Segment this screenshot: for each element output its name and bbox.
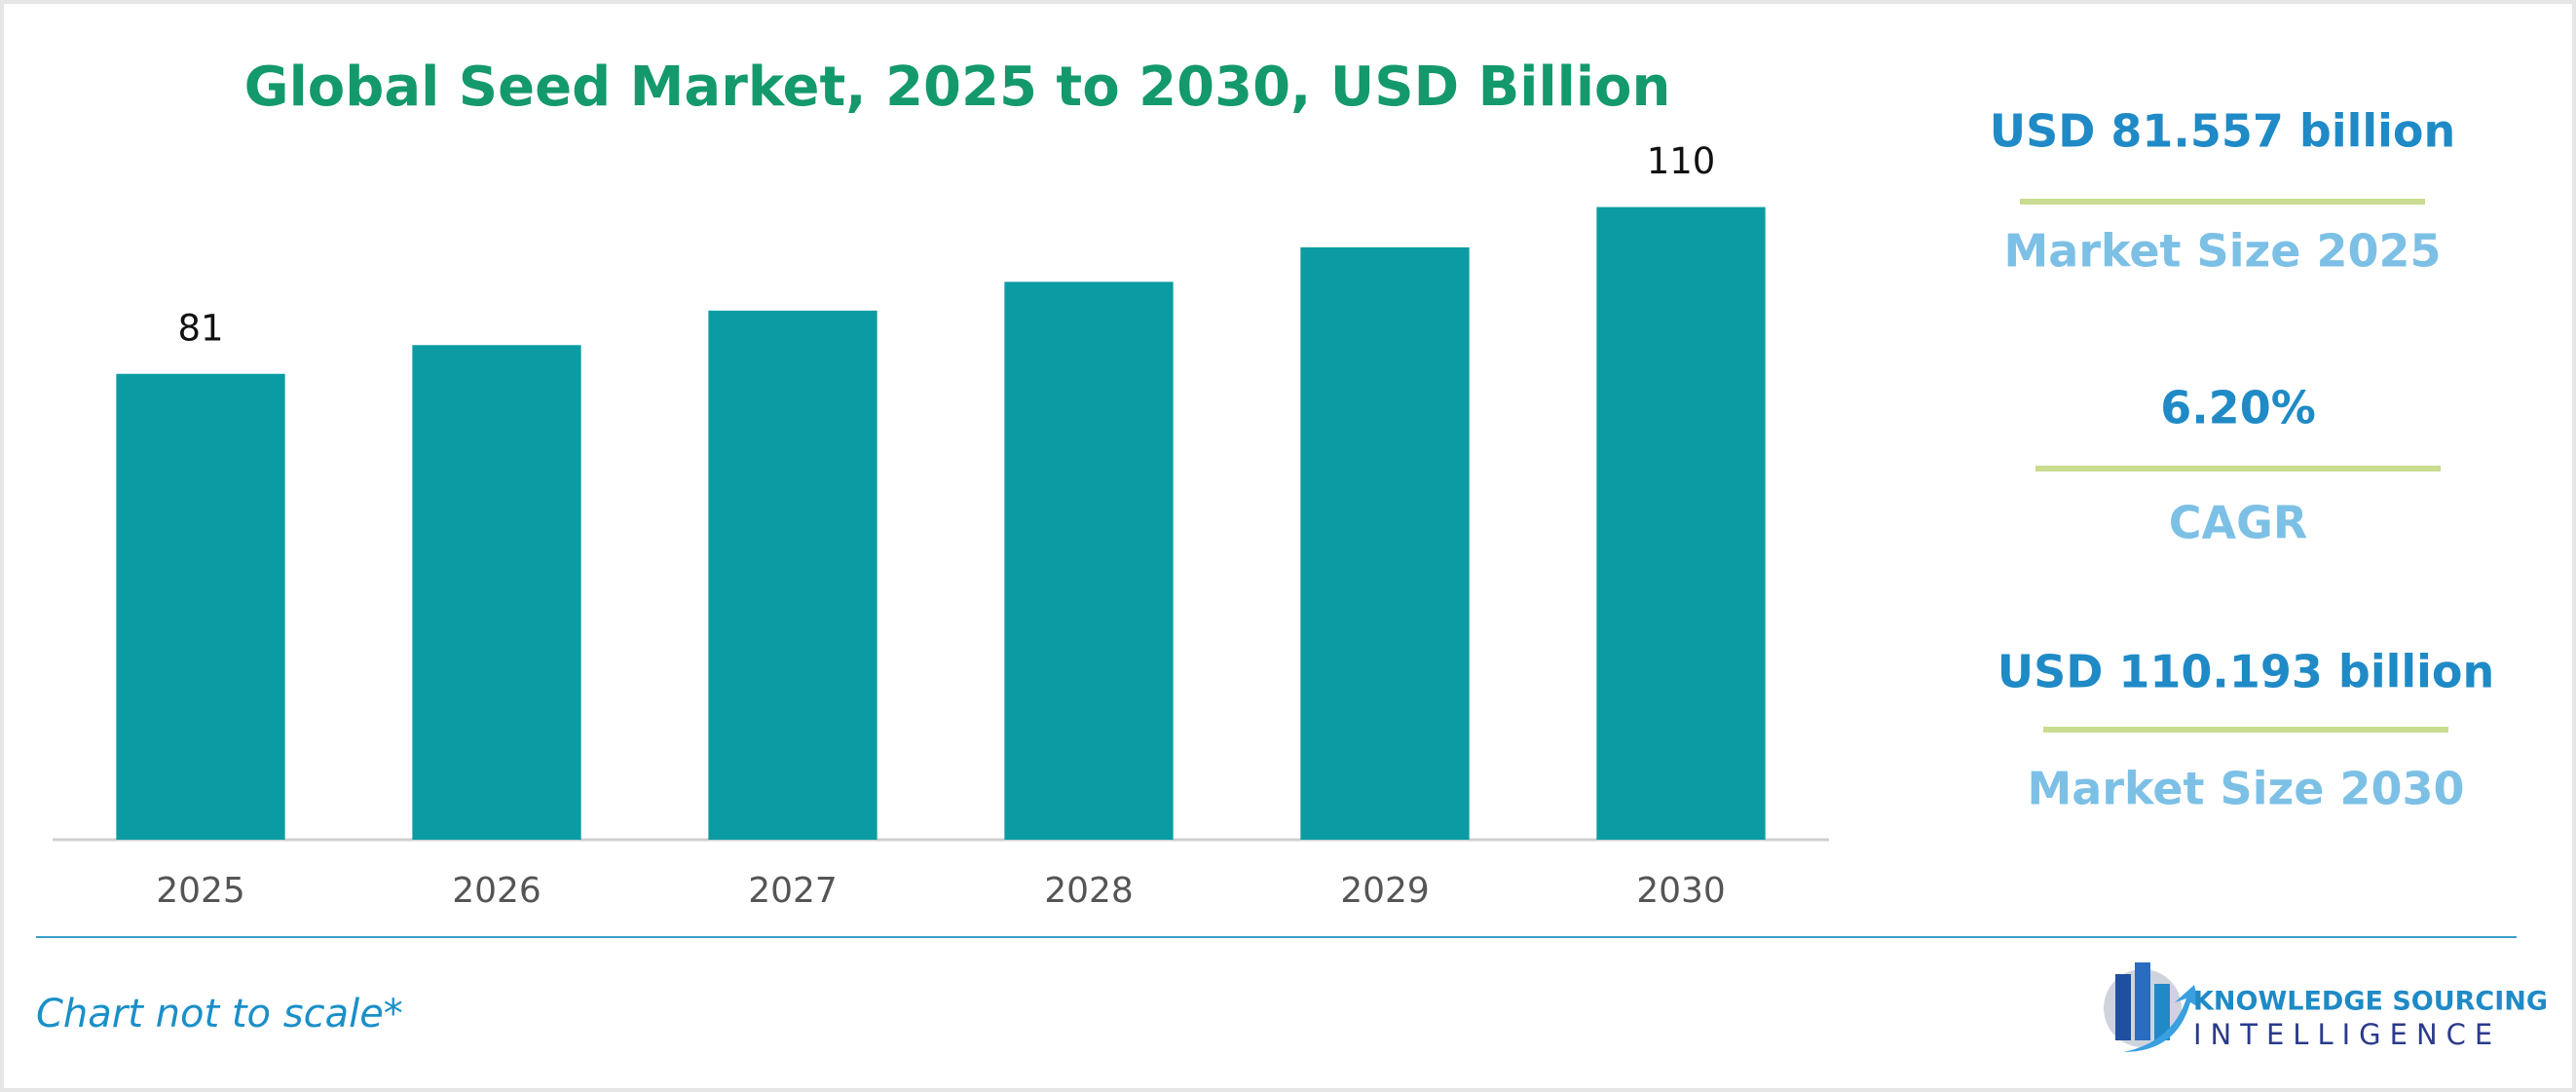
bar bbox=[412, 345, 581, 840]
kpi-value: 6.20% bbox=[2160, 382, 2316, 434]
bar bbox=[1300, 246, 1470, 840]
kpi-label: CAGR bbox=[2169, 497, 2308, 549]
value-label: 110 bbox=[1647, 140, 1716, 182]
logo-bar bbox=[2154, 984, 2170, 1040]
logo-bar bbox=[2115, 974, 2131, 1040]
x-tick-label: 2029 bbox=[1340, 871, 1430, 911]
x-tick-label: 2030 bbox=[1636, 871, 1726, 911]
kpi-value: USD 81.557 billion bbox=[1990, 105, 2456, 158]
kpi-value: USD 110.193 billion bbox=[1997, 646, 2495, 698]
footnote: Chart not to scale* bbox=[36, 992, 403, 1036]
x-tick-label: 2027 bbox=[748, 871, 838, 911]
x-tick-label: 2026 bbox=[452, 871, 541, 911]
logo-line1: KNOWLEDGE SOURCING bbox=[2193, 987, 2548, 1017]
x-tick-label: 2025 bbox=[156, 871, 245, 911]
logo-line2: INTELLIGENCE bbox=[2193, 1018, 2501, 1051]
value-label: 81 bbox=[177, 307, 223, 349]
kpi-label: Market Size 2030 bbox=[2028, 763, 2465, 815]
bar bbox=[1004, 282, 1174, 840]
bar bbox=[708, 310, 877, 840]
logo: KNOWLEDGE SOURCING INTELLIGENCE bbox=[2104, 962, 2548, 1052]
logo-arrow bbox=[2123, 985, 2200, 1052]
kpi-label: Market Size 2025 bbox=[2004, 225, 2442, 278]
bar bbox=[116, 373, 285, 840]
x-tick-label: 2028 bbox=[1044, 871, 1134, 911]
logo-bar bbox=[2135, 962, 2150, 1040]
chart-title: Global Seed Market, 2025 to 2030, USD Bi… bbox=[244, 56, 1671, 119]
bar bbox=[1596, 207, 1766, 840]
